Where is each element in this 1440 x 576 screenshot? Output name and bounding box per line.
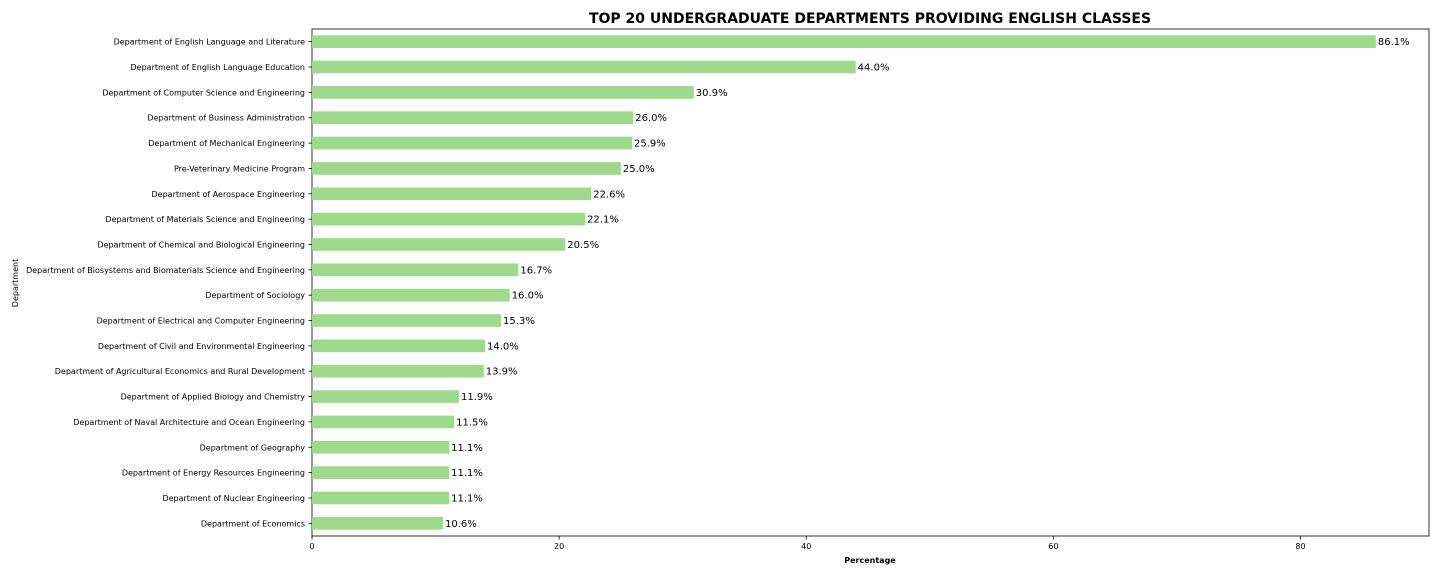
- y-tick-label: Department of Chemical and Biological En…: [97, 240, 305, 249]
- bar-value-label: 22.6%: [593, 189, 625, 200]
- y-tick-label: Department of Sociology: [205, 291, 305, 300]
- y-tick-label: Department of Materials Science and Engi…: [105, 215, 305, 224]
- x-tick-label: 80: [1295, 542, 1305, 551]
- y-tick-label: Department of Business Administration: [147, 114, 305, 123]
- x-axis-title: Percentage: [844, 556, 896, 565]
- bar: [312, 516, 443, 530]
- x-tick-label: 20: [554, 542, 564, 551]
- y-tick-label: Department of Economics: [201, 519, 305, 528]
- y-tick-label: Pre-Veterinary Medicine Program: [174, 164, 305, 173]
- bar-value-label: 10.6%: [445, 519, 477, 530]
- bar-value-label: 14.0%: [487, 341, 519, 352]
- bar-value-label: 16.7%: [520, 265, 552, 276]
- y-tick-label: Department of Biosystems and Biomaterial…: [26, 266, 305, 275]
- bar: [312, 136, 633, 150]
- bar-value-label: 26.0%: [635, 113, 667, 124]
- bar-value-label: 11.1%: [451, 493, 483, 504]
- bar: [312, 111, 634, 125]
- y-tick-label: Department of Nuclear Engineering: [162, 494, 305, 503]
- x-tick-label: 40: [801, 542, 811, 551]
- bar-value-label: 30.9%: [696, 88, 728, 99]
- bar: [312, 187, 592, 201]
- value-labels-group: 86.1% 44.0% 30.9% 26.0% 25.9% 25.0% 22.6% 22.1%…: [445, 37, 1410, 530]
- bar-value-label: 20.5%: [567, 240, 599, 251]
- bar-value-label: 11.9%: [461, 392, 493, 403]
- bar-value-label: 15.3%: [503, 316, 535, 327]
- bar-value-label: 11.1%: [451, 468, 483, 479]
- bar-value-label: 25.0%: [623, 164, 655, 175]
- bar-value-label: 11.1%: [451, 443, 483, 454]
- y-tick-label: Department of English Language and Liter…: [114, 38, 306, 47]
- bar-value-label: 25.9%: [634, 139, 666, 150]
- y-tick-label: Department of Computer Science and Engin…: [102, 88, 305, 97]
- bar-value-label: 13.9%: [486, 367, 518, 378]
- bars-group: [312, 35, 1376, 530]
- bar: [312, 60, 856, 74]
- x-axis-ticks: 0 20 40 60 80: [309, 536, 1306, 551]
- y-tick-label: Department of Electrical and Computer En…: [97, 317, 305, 326]
- y-tick-label: Department of Mechanical Engineering: [148, 139, 305, 148]
- bar-value-label: 22.1%: [587, 215, 619, 226]
- plot-frame: [311, 28, 1430, 537]
- bar: [312, 314, 502, 327]
- x-tick-label: 0: [309, 542, 314, 551]
- y-tick-label: Department of Civil and Environmental En…: [98, 342, 305, 351]
- bar-value-label: 11.5%: [456, 417, 488, 428]
- bar-value-label: 86.1%: [1378, 37, 1410, 48]
- y-tick-label: Department of Geography: [200, 443, 306, 452]
- x-tick-label: 60: [1048, 542, 1058, 551]
- y-tick-label: Department of Energy Resources Engineeri…: [122, 469, 305, 478]
- bar: [312, 162, 621, 175]
- bar: [312, 86, 694, 99]
- bar: [312, 212, 586, 226]
- y-axis-title: Department: [11, 259, 20, 307]
- bar: [312, 466, 450, 479]
- bar: [312, 364, 484, 378]
- bar-value-label: 44.0%: [858, 63, 890, 74]
- y-tick-label: Department of Agricultural Economics and…: [55, 367, 305, 376]
- bar: [312, 339, 485, 353]
- y-axis-ticks: Department of English Language and Liter…: [26, 38, 312, 528]
- bar: [312, 35, 1376, 49]
- bar: [312, 390, 460, 403]
- bar: [312, 263, 519, 277]
- bar: [312, 288, 510, 302]
- bar: [312, 491, 450, 505]
- y-tick-label: Department of Aerospace Engineering: [152, 190, 305, 199]
- bar: [312, 440, 450, 454]
- bar-value-label: 16.0%: [512, 291, 544, 302]
- chart-title: TOP 20 UNDERGRADUATE DEPARTMENTS PROVIDI…: [589, 11, 1151, 27]
- bar: [312, 415, 455, 429]
- y-tick-label: Department of Applied Biology and Chemis…: [121, 393, 306, 402]
- plot-area: [311, 28, 1430, 537]
- y-tick-label: Department of English Language Education: [131, 63, 306, 72]
- y-tick-label: Department of Naval Architecture and Oce…: [73, 418, 305, 427]
- bar: [312, 238, 566, 251]
